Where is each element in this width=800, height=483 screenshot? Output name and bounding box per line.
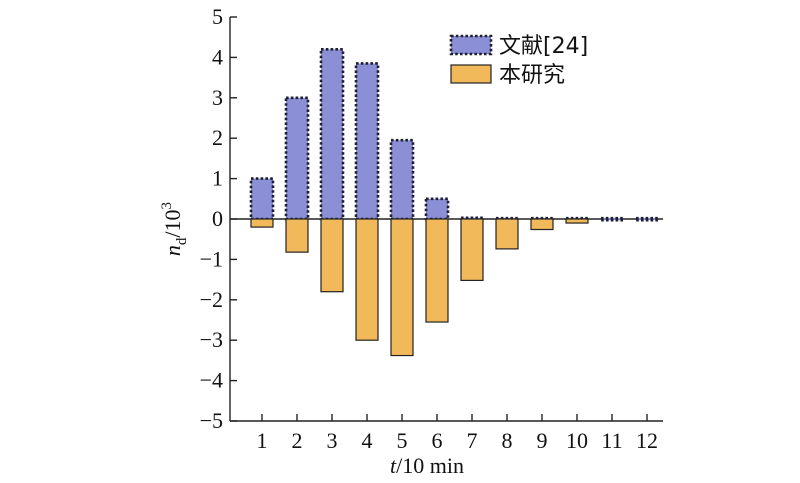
y-tick-label: −3 xyxy=(200,327,223,352)
y-axis-unit: /10 xyxy=(160,209,185,237)
bar-reference-24 xyxy=(354,62,380,221)
bar-reference-24 xyxy=(389,138,415,221)
y-tick-label: 2 xyxy=(212,125,223,150)
y-axis-ticks: −5 −4 −3 −2 −1 0 1 2 3 4 5 xyxy=(200,4,237,433)
x-axis-ticks: 1 2 3 4 5 6 7 8 9 10 11 12 xyxy=(257,414,658,453)
y-tick-label: −4 xyxy=(200,368,223,393)
bar-this-study xyxy=(285,218,309,253)
y-tick-label: −2 xyxy=(200,287,223,312)
y-tick-label: 4 xyxy=(212,44,223,69)
x-tick-label: 7 xyxy=(467,428,478,453)
x-tick-label: 5 xyxy=(397,428,408,453)
x-axis-unit: /10 min xyxy=(396,453,464,478)
x-tick-label: 6 xyxy=(432,428,443,453)
bar-this-study xyxy=(530,218,554,231)
legend-swatch-reference-24 xyxy=(449,34,493,56)
bar-this-study xyxy=(460,218,484,282)
y-tick-label: 3 xyxy=(212,85,223,110)
x-tick-label: 3 xyxy=(327,428,338,453)
x-tick-label: 9 xyxy=(537,428,548,453)
x-tick-label: 10 xyxy=(566,428,588,453)
x-tick-label: 2 xyxy=(292,428,303,453)
bar-reference-24 xyxy=(599,216,625,222)
bar-reference-24 xyxy=(319,48,345,221)
legend-label-reference-24: 文献[24] xyxy=(499,34,588,59)
series-this-study-bars xyxy=(250,218,589,357)
legend-swatch-this-study xyxy=(450,64,492,84)
x-tick-label: 8 xyxy=(502,428,513,453)
y-axis-var: n xyxy=(160,245,185,256)
bar-this-study xyxy=(495,218,519,250)
x-axis-var: t xyxy=(390,453,397,478)
x-tick-label: 4 xyxy=(362,428,373,453)
y-axis-var-sub: d xyxy=(174,237,190,245)
x-tick-label: 1 xyxy=(257,428,268,453)
bar-this-study xyxy=(565,218,589,224)
y-tick-label: 1 xyxy=(212,166,223,191)
y-tick-label: 0 xyxy=(212,206,223,231)
legend-label-this-study: 本研究 xyxy=(499,63,565,88)
x-axis-title: t/10 min xyxy=(390,453,464,478)
bar-this-study xyxy=(250,218,274,228)
x-tick-label: 11 xyxy=(601,428,622,453)
x-tick-label: 12 xyxy=(636,428,658,453)
y-tick-label: 5 xyxy=(212,4,223,29)
bar-this-study xyxy=(425,218,449,323)
bar-this-study xyxy=(320,218,344,293)
bar-reference-24 xyxy=(284,96,310,221)
y-axis-unit-sup: 3 xyxy=(159,202,175,210)
legend: 文献[24] 本研究 xyxy=(449,34,588,88)
bar-reference-24 xyxy=(249,177,275,221)
y-tick-label: −1 xyxy=(200,246,223,271)
bar-this-study xyxy=(390,218,414,357)
y-tick-label: −5 xyxy=(200,408,223,433)
y-axis-title: nd/103 xyxy=(159,202,190,256)
bar-reference-24 xyxy=(634,216,660,222)
bar-reference-24 xyxy=(424,197,450,221)
bar-this-study xyxy=(355,218,379,341)
